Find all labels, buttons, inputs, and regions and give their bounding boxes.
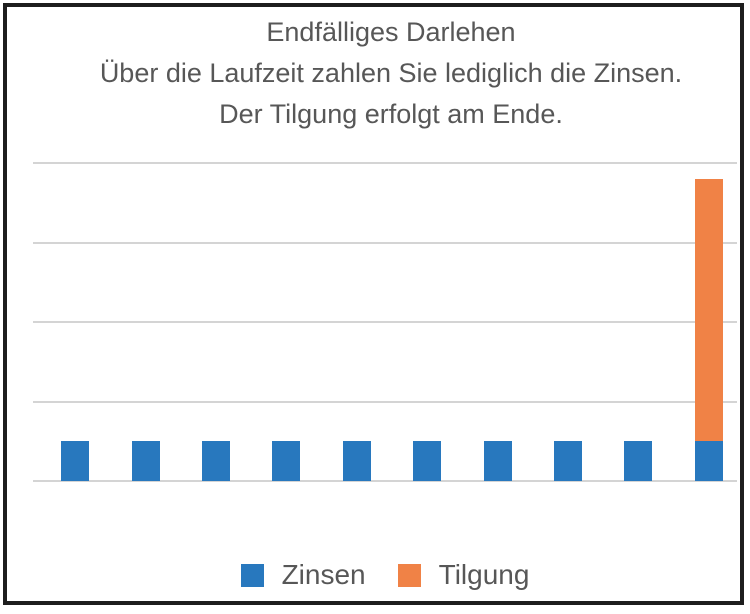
chart-title-line-2: Über die Laufzeit zahlen Sie lediglich d… bbox=[99, 58, 683, 88]
bar-zinsen-9 bbox=[624, 441, 653, 481]
legend-item-tilgung: Tilgung bbox=[397, 559, 530, 590]
chart-title-line-3: Der Tilgung erfolgt am Ende. bbox=[219, 99, 563, 129]
legend-item-zinsen: Zinsen bbox=[240, 559, 366, 590]
legend: Zinsen Tilgung bbox=[33, 561, 737, 589]
legend-swatch-zinsen bbox=[240, 563, 264, 587]
chart-frame bbox=[3, 3, 744, 605]
bar-zinsen-5 bbox=[342, 441, 371, 481]
bar-zinsen-10 bbox=[694, 441, 723, 481]
gridline-0 bbox=[33, 480, 737, 482]
bar-zinsen-6 bbox=[413, 441, 442, 481]
bar-zinsen-4 bbox=[272, 441, 301, 481]
bar-zinsen-3 bbox=[202, 441, 230, 481]
gridline-3 bbox=[33, 241, 737, 244]
bar-tilgung-10 bbox=[694, 178, 723, 442]
legend-swatch-tilgung bbox=[397, 563, 421, 587]
legend-label-zinsen: Zinsen bbox=[281, 559, 366, 590]
gridline-1 bbox=[33, 400, 737, 403]
bar-zinsen-1 bbox=[61, 441, 90, 481]
plot-area bbox=[33, 162, 737, 482]
bar-zinsen-8 bbox=[554, 441, 582, 481]
bar-zinsen-7 bbox=[483, 441, 512, 481]
legend-label-tilgung: Tilgung bbox=[438, 559, 530, 590]
chart-title: Endfälliges Darlehen Über die Laufzeit z… bbox=[33, 12, 749, 135]
chart-title-line-1: Endfälliges Darlehen bbox=[266, 17, 516, 47]
gridline-2 bbox=[33, 321, 737, 323]
bar-zinsen-2 bbox=[131, 441, 160, 481]
gridline-4 bbox=[33, 162, 737, 164]
